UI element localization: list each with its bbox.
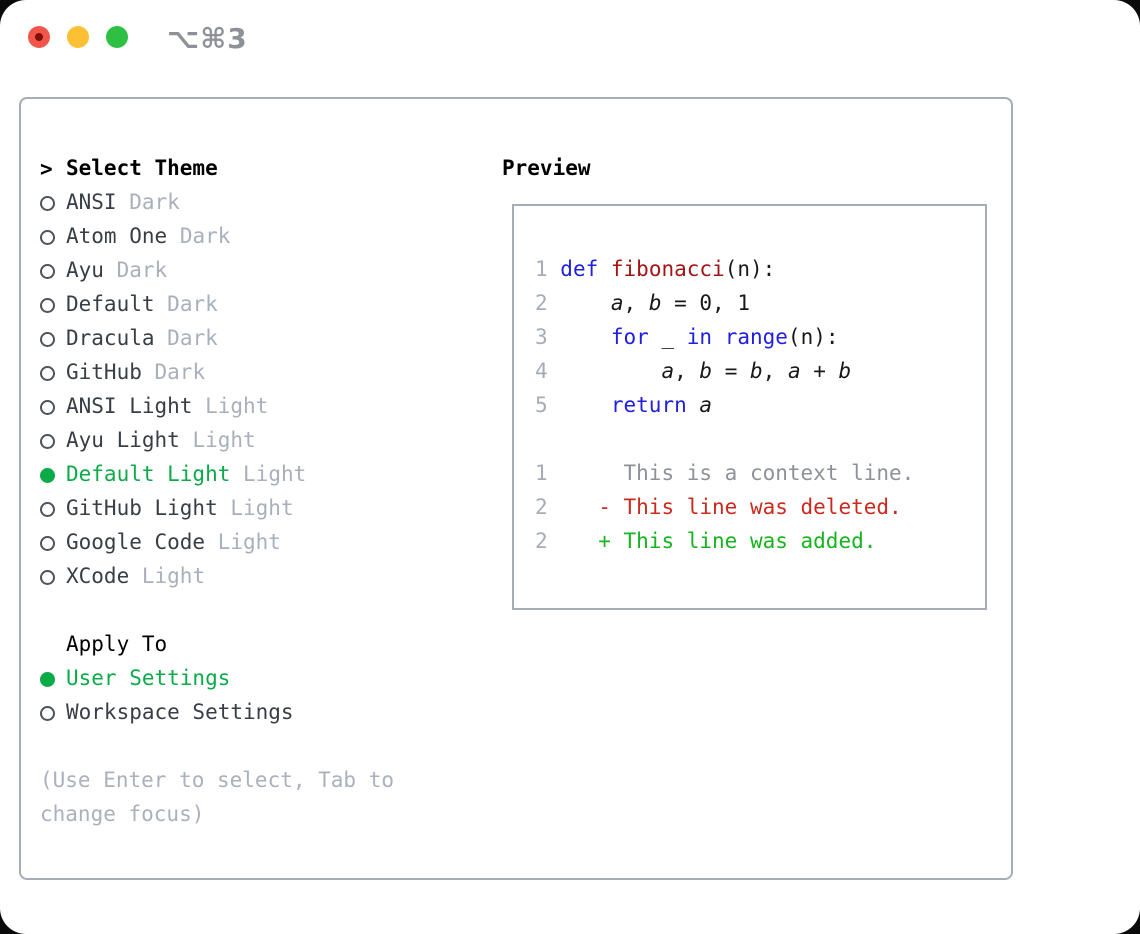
minimize-button[interactable] [67, 26, 89, 48]
line-number: 5 [535, 393, 561, 417]
variant-label: Light [217, 530, 281, 554]
variant-label: Light [192, 428, 256, 452]
theme-option-atom-one[interactable]: Atom One Dark [40, 219, 460, 253]
theme-option-default-light[interactable]: Default Light Light [40, 457, 460, 491]
option-label: ANSI [66, 190, 117, 214]
titlebar: ⌥⌘3 [0, 0, 1140, 74]
close-button[interactable] [28, 26, 50, 48]
keyboard-hint: (Use Enter to select, Tab to change focu… [40, 768, 395, 826]
variant-label: Dark [154, 360, 206, 384]
theme-option-ayu[interactable]: Ayu Dark [40, 253, 460, 287]
radio-selected-icon [40, 672, 55, 687]
prompt-icon: > [40, 157, 53, 181]
theme-option-xcode[interactable]: XCode Light [40, 559, 460, 593]
zoom-button[interactable] [106, 26, 128, 48]
code-line: 2 + This line was added. [535, 529, 877, 553]
window-title: ⌥⌘3 [167, 22, 248, 55]
radio-icon [40, 298, 55, 313]
radio-icon [40, 570, 55, 585]
option-label: GitHub Light [66, 496, 218, 520]
radio-icon [40, 706, 55, 721]
spacer [40, 593, 460, 627]
radio-icon [40, 536, 55, 551]
apply-option-workspace-settings[interactable]: Workspace Settings [40, 695, 460, 729]
main-panel: > Select Theme ANSI Dark Atom One Dark Ayu … [19, 97, 1013, 880]
theme-list: ANSI Dark Atom One Dark Ayu Dark Default Da… [40, 185, 460, 593]
variant-label: Dark [116, 258, 168, 282]
theme-option-github[interactable]: GitHub Dark [40, 355, 460, 389]
option-label: XCode [66, 564, 130, 588]
radio-icon [40, 366, 55, 381]
preview-title: Preview [502, 156, 591, 180]
apply-option-user-settings[interactable]: User Settings [40, 661, 460, 695]
radio-icon [40, 434, 55, 449]
variant-label: Light [205, 394, 269, 418]
theme-option-ansi[interactable]: ANSI Dark [40, 185, 460, 219]
code-line: 3 for _ in range(n): [535, 325, 839, 349]
variant-label: Dark [167, 292, 218, 316]
variant-label: Dark [129, 190, 180, 214]
option-label: ANSI Light [66, 394, 193, 418]
option-label: Ayu [66, 258, 104, 282]
code-line: 2 - This line was deleted. [535, 495, 902, 519]
apply-to-title: Apply To [66, 632, 168, 656]
option-label: Workspace Settings [66, 700, 294, 724]
theme-picker: > Select Theme ANSI Dark Atom One Dark Ayu … [40, 151, 460, 831]
theme-option-dracula[interactable]: Dracula Dark [40, 321, 460, 355]
code-line: 1 This is a context line. [535, 461, 915, 485]
option-label: Ayu Light [66, 428, 180, 452]
radio-icon [40, 502, 55, 517]
option-label: Google Code [66, 530, 206, 554]
option-label: Atom One [66, 224, 168, 248]
line-number [535, 427, 560, 451]
preview-box: 1 def fibonacci(n): 2 a, b = 0, 1 3 for _ … [512, 204, 987, 610]
variant-label: Light [141, 564, 206, 588]
variant-label: Light [230, 496, 294, 520]
variant-label: Light [243, 462, 307, 486]
code-line [535, 422, 914, 456]
variant-label: Dark [179, 224, 231, 248]
line-number: 1 [535, 257, 561, 281]
apply-to-header: Apply To [40, 627, 460, 661]
line-number: 2 [535, 291, 561, 315]
theme-option-google-code[interactable]: Google Code Light [40, 525, 460, 559]
radio-icon [40, 264, 55, 279]
radio-icon [40, 332, 55, 347]
spacer [40, 729, 460, 763]
option-label: Dracula [66, 326, 155, 350]
option-label: Default [66, 292, 155, 316]
code-line: 5 return a [535, 393, 713, 417]
theme-option-github-light[interactable]: GitHub Light Light [40, 491, 460, 525]
radio-icon [40, 400, 55, 415]
line-number: 2 [535, 495, 561, 519]
line-number: 3 [535, 325, 561, 349]
variant-label: Dark [167, 326, 218, 350]
record-dot-icon [35, 33, 43, 41]
option-label: User Settings [66, 666, 231, 690]
radio-icon [40, 230, 55, 245]
code-line: 2 a, b = 0, 1 [535, 291, 750, 315]
radio-icon [40, 196, 55, 211]
theme-option-ansi-light[interactable]: ANSI Light Light [40, 389, 460, 423]
apply-to-list: User Settings Workspace Settings [40, 661, 460, 729]
select-theme-header: > Select Theme [40, 151, 460, 185]
code-preview: 1 def fibonacci(n): 2 a, b = 0, 1 3 for _ … [535, 252, 914, 558]
theme-option-ayu-light[interactable]: Ayu Light Light [40, 423, 460, 457]
code-line: 1 def fibonacci(n): [535, 257, 776, 281]
line-number: 2 [535, 529, 561, 553]
code-line: 4 a, b = b, a + b [535, 359, 852, 383]
radio-selected-icon [40, 468, 55, 483]
theme-option-default[interactable]: Default Dark [40, 287, 460, 321]
line-number: 4 [535, 359, 561, 383]
select-theme-title: Select Theme [66, 156, 218, 180]
option-label: Default Light [66, 462, 231, 486]
line-number: 1 [535, 461, 561, 485]
option-label: GitHub [66, 360, 142, 384]
